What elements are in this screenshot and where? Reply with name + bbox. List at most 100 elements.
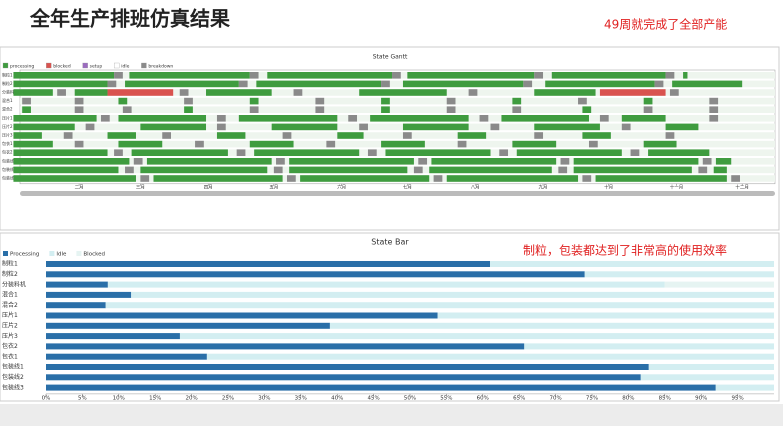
x-tick-label: 45% xyxy=(367,396,379,402)
row-label: 包衣1 xyxy=(2,352,18,360)
bar xyxy=(584,271,774,278)
x-tick-label: 75% xyxy=(586,396,598,402)
x-tick-label: 20% xyxy=(185,396,197,402)
row-label: 压片2 xyxy=(2,123,13,129)
legend-label: processing xyxy=(10,64,34,70)
segment xyxy=(599,89,666,96)
x-tick-label: 40% xyxy=(331,396,343,402)
bar xyxy=(46,261,491,267)
idle-band xyxy=(20,123,775,131)
bar xyxy=(46,364,649,370)
x-tick-label: 八月 xyxy=(471,185,480,191)
legend-label: idle xyxy=(121,64,129,70)
x-tick-label: 70% xyxy=(549,396,561,402)
x-tick-label: 25% xyxy=(222,396,234,402)
row-label: 分装料机 xyxy=(2,280,26,288)
segment xyxy=(582,106,592,113)
segment xyxy=(326,140,336,148)
annotation: 49周就完成了全部产能 xyxy=(604,17,727,32)
segment xyxy=(588,140,598,148)
segment xyxy=(433,175,443,182)
segment xyxy=(512,97,522,105)
segment xyxy=(582,132,611,139)
segment xyxy=(582,175,592,182)
segment xyxy=(13,140,53,148)
row-label: 压片3 xyxy=(2,332,18,340)
segment xyxy=(457,132,487,139)
segment xyxy=(595,175,727,182)
segment xyxy=(402,80,524,88)
row-label: 压片1 xyxy=(2,114,13,120)
segment xyxy=(267,72,393,79)
segment xyxy=(271,123,338,131)
segment xyxy=(289,166,408,174)
segment xyxy=(74,89,108,96)
segment xyxy=(672,80,743,88)
segment xyxy=(133,158,143,165)
segment xyxy=(131,149,228,156)
x-tick-label: 10% xyxy=(113,396,125,402)
segment xyxy=(643,97,653,105)
row-label: 包衣2 xyxy=(2,149,13,155)
segment xyxy=(413,166,423,174)
bar xyxy=(46,312,438,319)
segment xyxy=(249,106,259,113)
segment xyxy=(63,132,73,139)
row-label: 混合2 xyxy=(2,106,13,112)
segment xyxy=(367,149,377,156)
segment xyxy=(381,140,425,148)
bar xyxy=(524,343,774,350)
bar xyxy=(715,384,774,391)
segment xyxy=(573,158,699,165)
segment xyxy=(216,123,226,131)
row-label: 包装线3 xyxy=(2,175,17,181)
segment xyxy=(153,175,283,182)
bar xyxy=(490,261,774,267)
bar xyxy=(640,374,774,381)
x-tick-label: 90% xyxy=(695,396,707,402)
segment xyxy=(118,115,207,122)
legend-label: Blocked xyxy=(83,252,105,258)
segment xyxy=(669,89,679,96)
bar xyxy=(46,384,716,391)
segment xyxy=(13,80,108,88)
row-label: 包装线2 xyxy=(2,373,24,381)
segment xyxy=(162,132,171,139)
segment xyxy=(184,97,193,105)
row-label: 混合1 xyxy=(2,97,13,103)
x-tick-label: 四月 xyxy=(204,185,213,191)
x-tick-label: 15% xyxy=(149,396,161,402)
x-tick-label: 0% xyxy=(42,396,51,402)
row-label: 包装线1 xyxy=(2,363,24,371)
segment xyxy=(140,175,150,182)
segment xyxy=(74,97,84,105)
segment xyxy=(709,115,719,122)
bar xyxy=(105,302,775,309)
legend-swatch xyxy=(49,251,55,256)
segment xyxy=(273,166,283,174)
scrollbar xyxy=(20,191,775,196)
segment xyxy=(74,106,84,113)
bar xyxy=(437,312,774,319)
segment xyxy=(140,123,207,131)
legend-swatch xyxy=(46,62,52,69)
segment xyxy=(238,115,338,122)
segment xyxy=(431,158,557,165)
legend-swatch xyxy=(2,62,9,69)
segment xyxy=(429,166,552,174)
bar xyxy=(179,333,774,340)
segment xyxy=(713,166,727,174)
segment xyxy=(558,166,568,174)
segment xyxy=(731,175,740,182)
bar xyxy=(46,322,330,329)
segment xyxy=(534,72,544,79)
segment xyxy=(315,97,325,105)
row-label: 制粒1 xyxy=(2,260,18,268)
x-tick-label: 九月 xyxy=(539,184,548,191)
segment xyxy=(282,132,292,139)
x-tick-label: 十一月 xyxy=(670,184,684,191)
bar xyxy=(648,364,774,370)
segment xyxy=(195,140,204,148)
row-label: 包衣2 xyxy=(2,342,18,350)
